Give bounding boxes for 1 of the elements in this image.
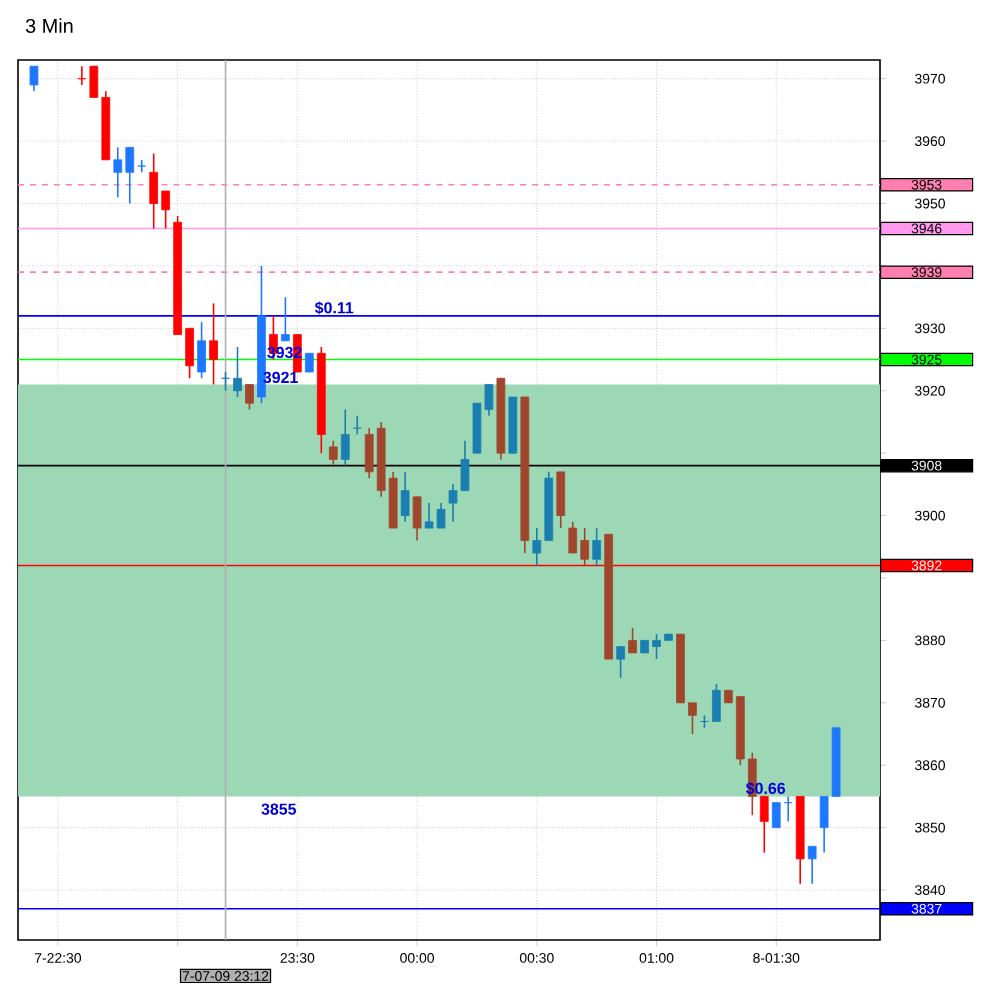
chart-title: 3 Min <box>25 18 73 33</box>
